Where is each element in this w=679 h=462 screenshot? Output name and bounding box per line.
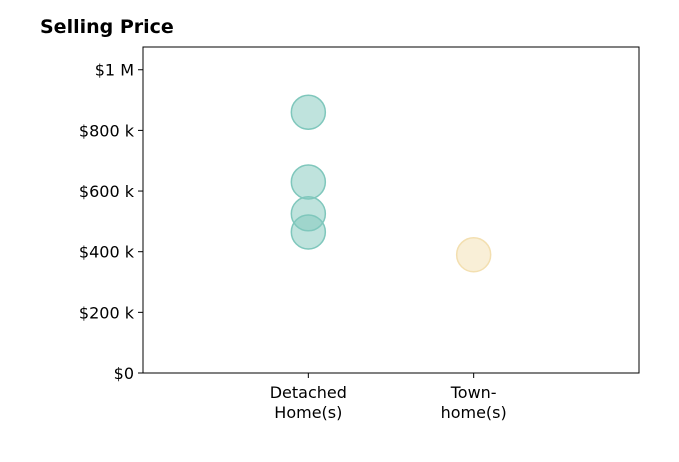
y-tick-label: $0 (114, 364, 134, 383)
data-point (290, 214, 327, 250)
y-tick-label: $400 k (79, 243, 135, 262)
y-axis: $0 $200 k $400 k $600 k $800 k $1 M (79, 61, 143, 383)
x-tick-label: Town- (450, 383, 497, 402)
data-points (290, 94, 492, 273)
y-tick-label: $1 M (95, 61, 134, 80)
data-point (455, 236, 492, 273)
data-point (290, 164, 327, 200)
y-tick-label: $600 k (79, 182, 135, 201)
y-tick-label: $200 k (79, 303, 135, 322)
plot-frame (142, 46, 640, 374)
x-tick-label: home(s) (441, 403, 507, 422)
y-tick-label: $800 k (79, 121, 135, 140)
data-point (290, 94, 327, 130)
chart-title: Selling Price (40, 16, 174, 38)
x-tick-label: Home(s) (274, 403, 342, 422)
x-tick-label: Detached (270, 383, 347, 402)
